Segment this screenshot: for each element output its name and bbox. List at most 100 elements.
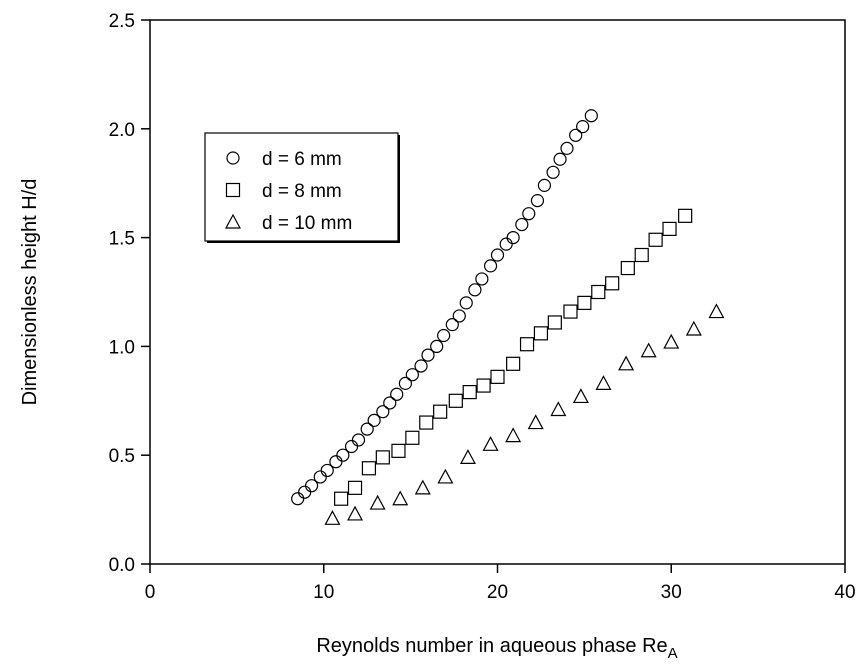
legend-box-shadow-bottom <box>207 241 400 243</box>
data-point-circle <box>452 309 466 323</box>
data-point-circle <box>367 413 381 427</box>
legend-label: d = 6 mm <box>262 149 342 170</box>
data-point-square <box>547 315 562 330</box>
y-tick-label: 2.5 <box>109 11 135 32</box>
data-marks <box>291 109 725 525</box>
data-point-circle <box>336 448 350 462</box>
data-point-square <box>591 284 606 300</box>
data-point-triangle <box>392 490 409 506</box>
data-point-circle <box>383 396 397 410</box>
data-point-square <box>448 393 463 408</box>
data-point-triangle <box>685 320 702 336</box>
data-point-square <box>419 415 434 430</box>
data-point-circle <box>553 152 567 166</box>
legend-label: d = 10 mm <box>262 213 352 234</box>
data-point-circle <box>530 194 545 208</box>
data-point-square <box>648 232 663 247</box>
x-tick-label: 30 <box>661 582 682 603</box>
x-axis-title-subscript: A <box>668 645 678 662</box>
data-point-circle <box>298 485 312 499</box>
x-tick-label: 0 <box>145 582 156 603</box>
data-point-circle <box>320 463 334 478</box>
data-point-circle <box>405 368 419 382</box>
data-point-triangle <box>437 468 454 484</box>
y-tick-label: 0.5 <box>109 446 135 467</box>
x-axis-title: Reynolds number in aqueous phase ReA <box>316 635 677 662</box>
data-point-square <box>506 356 521 371</box>
data-point-circle <box>437 328 451 343</box>
data-point-square <box>375 450 390 465</box>
data-point-square <box>533 326 549 341</box>
legend-marker-triangle <box>224 213 242 229</box>
data-point-square <box>361 461 377 476</box>
series-triangle <box>324 303 725 525</box>
data-point-circle <box>560 141 574 155</box>
data-point-square <box>391 443 406 458</box>
data-point-square <box>605 276 620 291</box>
data-point-circle <box>329 455 343 469</box>
data-point-square <box>347 480 363 495</box>
y-tick-label: 0.0 <box>109 555 135 576</box>
data-point-circle <box>304 479 319 493</box>
data-point-circle <box>291 492 305 506</box>
data-point-circle <box>421 348 435 362</box>
data-point-circle <box>398 376 413 390</box>
y-tick-label: 2.0 <box>109 120 135 141</box>
data-point-circle <box>376 405 390 419</box>
data-point-square <box>462 384 477 400</box>
legend-entries: d = 6 mm d = 8 mm d = 10 mm <box>224 149 352 234</box>
data-point-circle <box>430 339 444 353</box>
axis-ticks: 0 10 20 30 40 0.0 0.5 1.0 1.5 2.0 2.5 <box>109 11 856 603</box>
data-point-square <box>433 404 448 419</box>
data-point-triangle <box>527 414 544 430</box>
y-tick-label: 1.0 <box>109 337 135 358</box>
data-point-triangle <box>414 479 431 495</box>
legend-marker-square <box>225 182 241 198</box>
data-point-square <box>490 369 505 384</box>
data-point-triangle <box>482 436 499 451</box>
data-point-circle <box>344 439 359 454</box>
data-point-triangle <box>324 510 341 525</box>
data-point-triangle <box>369 494 386 510</box>
data-point-square <box>519 337 535 352</box>
data-point-square <box>662 221 677 236</box>
data-point-circle <box>537 178 552 192</box>
data-point-circle <box>499 237 513 251</box>
data-point-circle <box>515 217 529 232</box>
x-tick-label: 40 <box>834 582 855 603</box>
data-point-circle <box>313 470 327 484</box>
data-point-triangle <box>663 333 680 349</box>
data-point-triangle <box>505 427 522 443</box>
data-point-square <box>620 260 635 276</box>
plot-frame <box>149 19 846 565</box>
data-point-circle <box>445 318 459 332</box>
data-point-circle <box>584 109 598 123</box>
data-point-circle <box>475 272 489 286</box>
data-point-circle <box>360 422 374 436</box>
data-point-triangle <box>640 342 657 358</box>
data-point-square <box>334 491 349 506</box>
data-point-triangle <box>347 505 364 521</box>
data-point-triangle <box>572 388 589 404</box>
x-tick-label: 10 <box>313 582 334 603</box>
series-circle <box>291 109 598 506</box>
legend: d = 6 mm d = 8 mm d = 10 mm <box>204 132 400 243</box>
legend-box-shadow-right <box>398 135 400 243</box>
data-point-circle <box>351 433 366 447</box>
data-point-square <box>563 304 578 319</box>
data-point-triangle <box>708 303 725 319</box>
data-point-triangle <box>618 355 635 371</box>
x-tick-label: 20 <box>487 582 508 603</box>
data-point-circle <box>506 231 520 245</box>
data-point-circle <box>459 296 473 310</box>
data-point-triangle <box>595 375 612 390</box>
data-point-square <box>405 430 420 445</box>
legend-marker-circle <box>226 151 240 165</box>
data-point-square <box>678 208 693 223</box>
y-tick-label: 1.5 <box>109 229 135 250</box>
data-point-triangle <box>459 449 476 464</box>
data-point-circle <box>569 128 583 142</box>
data-point-circle <box>390 387 404 401</box>
